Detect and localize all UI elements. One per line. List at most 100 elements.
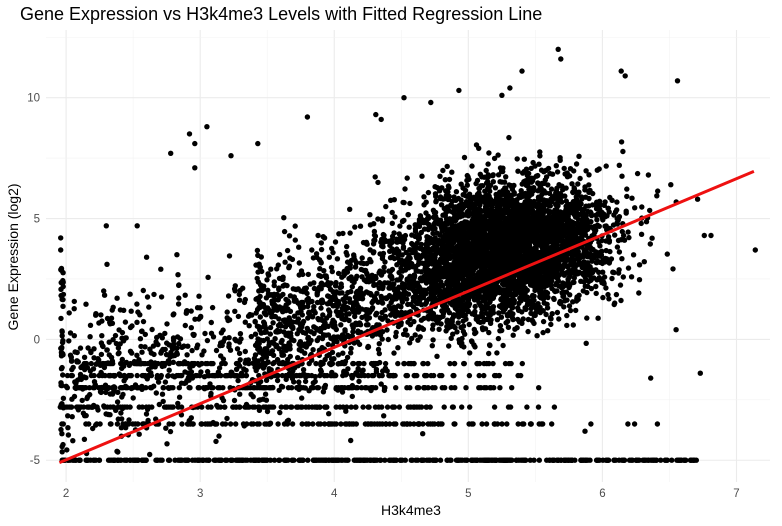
data-point — [585, 223, 591, 229]
data-point — [98, 389, 104, 396]
data-point — [421, 385, 427, 391]
data-point — [107, 404, 114, 410]
data-point — [104, 261, 110, 267]
data-point — [647, 207, 653, 214]
data-point — [204, 337, 211, 344]
data-point — [147, 451, 153, 458]
data-point — [377, 457, 383, 463]
data-point — [60, 296, 66, 303]
data-point — [137, 336, 144, 342]
data-point — [459, 404, 465, 410]
data-point — [172, 352, 178, 359]
data-point — [110, 337, 116, 343]
data-point — [372, 457, 378, 463]
data-point — [204, 421, 211, 427]
data-point — [88, 404, 95, 410]
data-point — [669, 457, 675, 463]
data-point — [107, 391, 113, 397]
data-point — [114, 295, 120, 301]
data-point — [548, 316, 554, 322]
data-point — [321, 268, 327, 274]
data-point — [365, 372, 371, 379]
data-point — [188, 325, 194, 331]
data-point — [224, 415, 230, 422]
data-point — [365, 404, 371, 410]
data-point — [557, 298, 563, 305]
data-point — [203, 360, 209, 367]
data-point — [348, 437, 354, 444]
data-point — [190, 362, 196, 369]
data-point — [537, 290, 543, 296]
data-point — [624, 193, 630, 200]
data-point — [255, 457, 262, 463]
data-point — [593, 290, 599, 297]
data-point — [118, 410, 124, 416]
data-point — [116, 371, 123, 377]
data-point — [139, 404, 146, 410]
data-point — [123, 425, 129, 431]
data-point — [180, 343, 186, 350]
data-point — [232, 308, 238, 314]
data-point — [484, 457, 490, 463]
data-point — [101, 292, 108, 298]
data-point — [534, 333, 540, 339]
data-point — [549, 311, 555, 317]
data-point — [564, 322, 570, 329]
data-point — [198, 369, 204, 375]
data-point — [420, 360, 427, 367]
data-point — [260, 457, 266, 463]
data-point — [354, 385, 361, 391]
data-point — [235, 377, 241, 384]
data-point — [586, 172, 592, 178]
data-point — [489, 457, 495, 463]
data-point — [419, 173, 425, 179]
data-point — [389, 220, 395, 226]
data-point — [207, 381, 213, 387]
data-point — [217, 457, 223, 463]
data-point — [621, 457, 628, 463]
data-point — [606, 296, 612, 302]
data-point — [479, 421, 485, 427]
data-point — [208, 404, 214, 410]
data-point — [251, 385, 258, 391]
data-point — [330, 249, 336, 256]
data-point — [468, 457, 475, 463]
data-point — [407, 200, 413, 207]
data-point — [349, 393, 355, 400]
data-point — [99, 318, 105, 324]
data-point — [159, 335, 165, 341]
data-point — [188, 308, 194, 314]
data-point — [328, 457, 334, 463]
data-point — [322, 372, 328, 379]
data-point — [306, 388, 312, 394]
data-point — [479, 325, 486, 331]
data-point — [491, 404, 498, 410]
data-point — [519, 309, 525, 315]
data-point — [231, 397, 238, 404]
data-point — [192, 316, 198, 322]
data-point — [68, 404, 75, 410]
data-point — [122, 374, 128, 380]
data-point — [58, 279, 64, 286]
data-point — [302, 378, 309, 385]
data-point — [518, 457, 524, 463]
data-point — [645, 172, 652, 178]
data-point — [278, 404, 284, 410]
data-point — [107, 412, 113, 418]
data-point — [96, 457, 103, 463]
data-point — [256, 421, 262, 427]
data-point — [149, 364, 155, 370]
data-point — [376, 404, 382, 410]
data-point — [363, 322, 370, 328]
data-point — [153, 339, 159, 345]
data-point — [463, 385, 469, 391]
data-point — [176, 394, 183, 400]
data-point — [647, 241, 653, 247]
data-point — [82, 413, 88, 419]
data-point — [264, 457, 270, 463]
data-point — [444, 457, 450, 463]
data-point — [270, 384, 276, 391]
data-point — [93, 422, 99, 428]
data-point — [194, 342, 201, 348]
data-point — [199, 404, 205, 410]
